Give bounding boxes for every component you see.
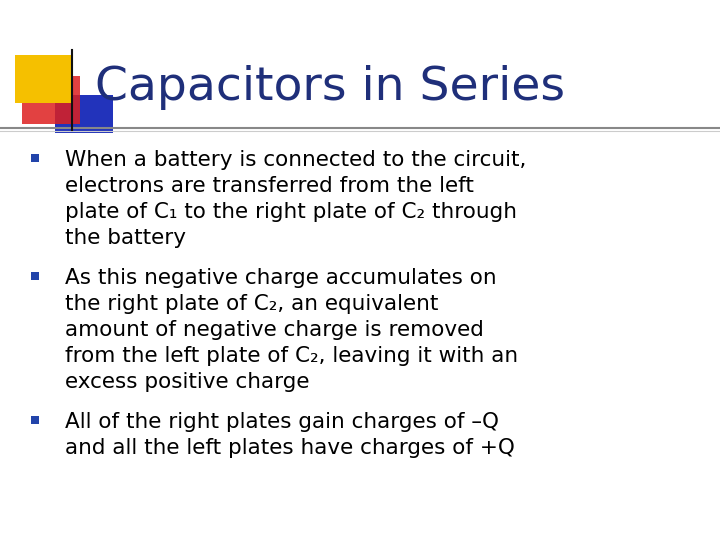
- Text: excess positive charge: excess positive charge: [65, 372, 310, 392]
- Bar: [22, 76, 80, 124]
- Text: electrons are transferred from the left: electrons are transferred from the left: [65, 176, 474, 196]
- Bar: [31, 416, 39, 424]
- Text: As this negative charge accumulates on: As this negative charge accumulates on: [65, 268, 497, 288]
- Text: amount of negative charge is removed: amount of negative charge is removed: [65, 320, 484, 340]
- Text: and all the left plates have charges of +Q: and all the left plates have charges of …: [65, 438, 515, 458]
- Bar: [15, 55, 73, 103]
- Text: All of the right plates gain charges of –Q: All of the right plates gain charges of …: [65, 412, 499, 432]
- Bar: [55, 95, 113, 133]
- Text: Capacitors in Series: Capacitors in Series: [95, 65, 565, 111]
- Text: the right plate of C₂, an equivalent: the right plate of C₂, an equivalent: [65, 294, 438, 314]
- Bar: [31, 154, 39, 162]
- Text: from the left plate of C₂, leaving it with an: from the left plate of C₂, leaving it wi…: [65, 346, 518, 366]
- Bar: [31, 272, 39, 280]
- Text: plate of C₁ to the right plate of C₂ through: plate of C₁ to the right plate of C₂ thr…: [65, 202, 517, 222]
- Text: the battery: the battery: [65, 228, 186, 248]
- Text: When a battery is connected to the circuit,: When a battery is connected to the circu…: [65, 150, 526, 170]
